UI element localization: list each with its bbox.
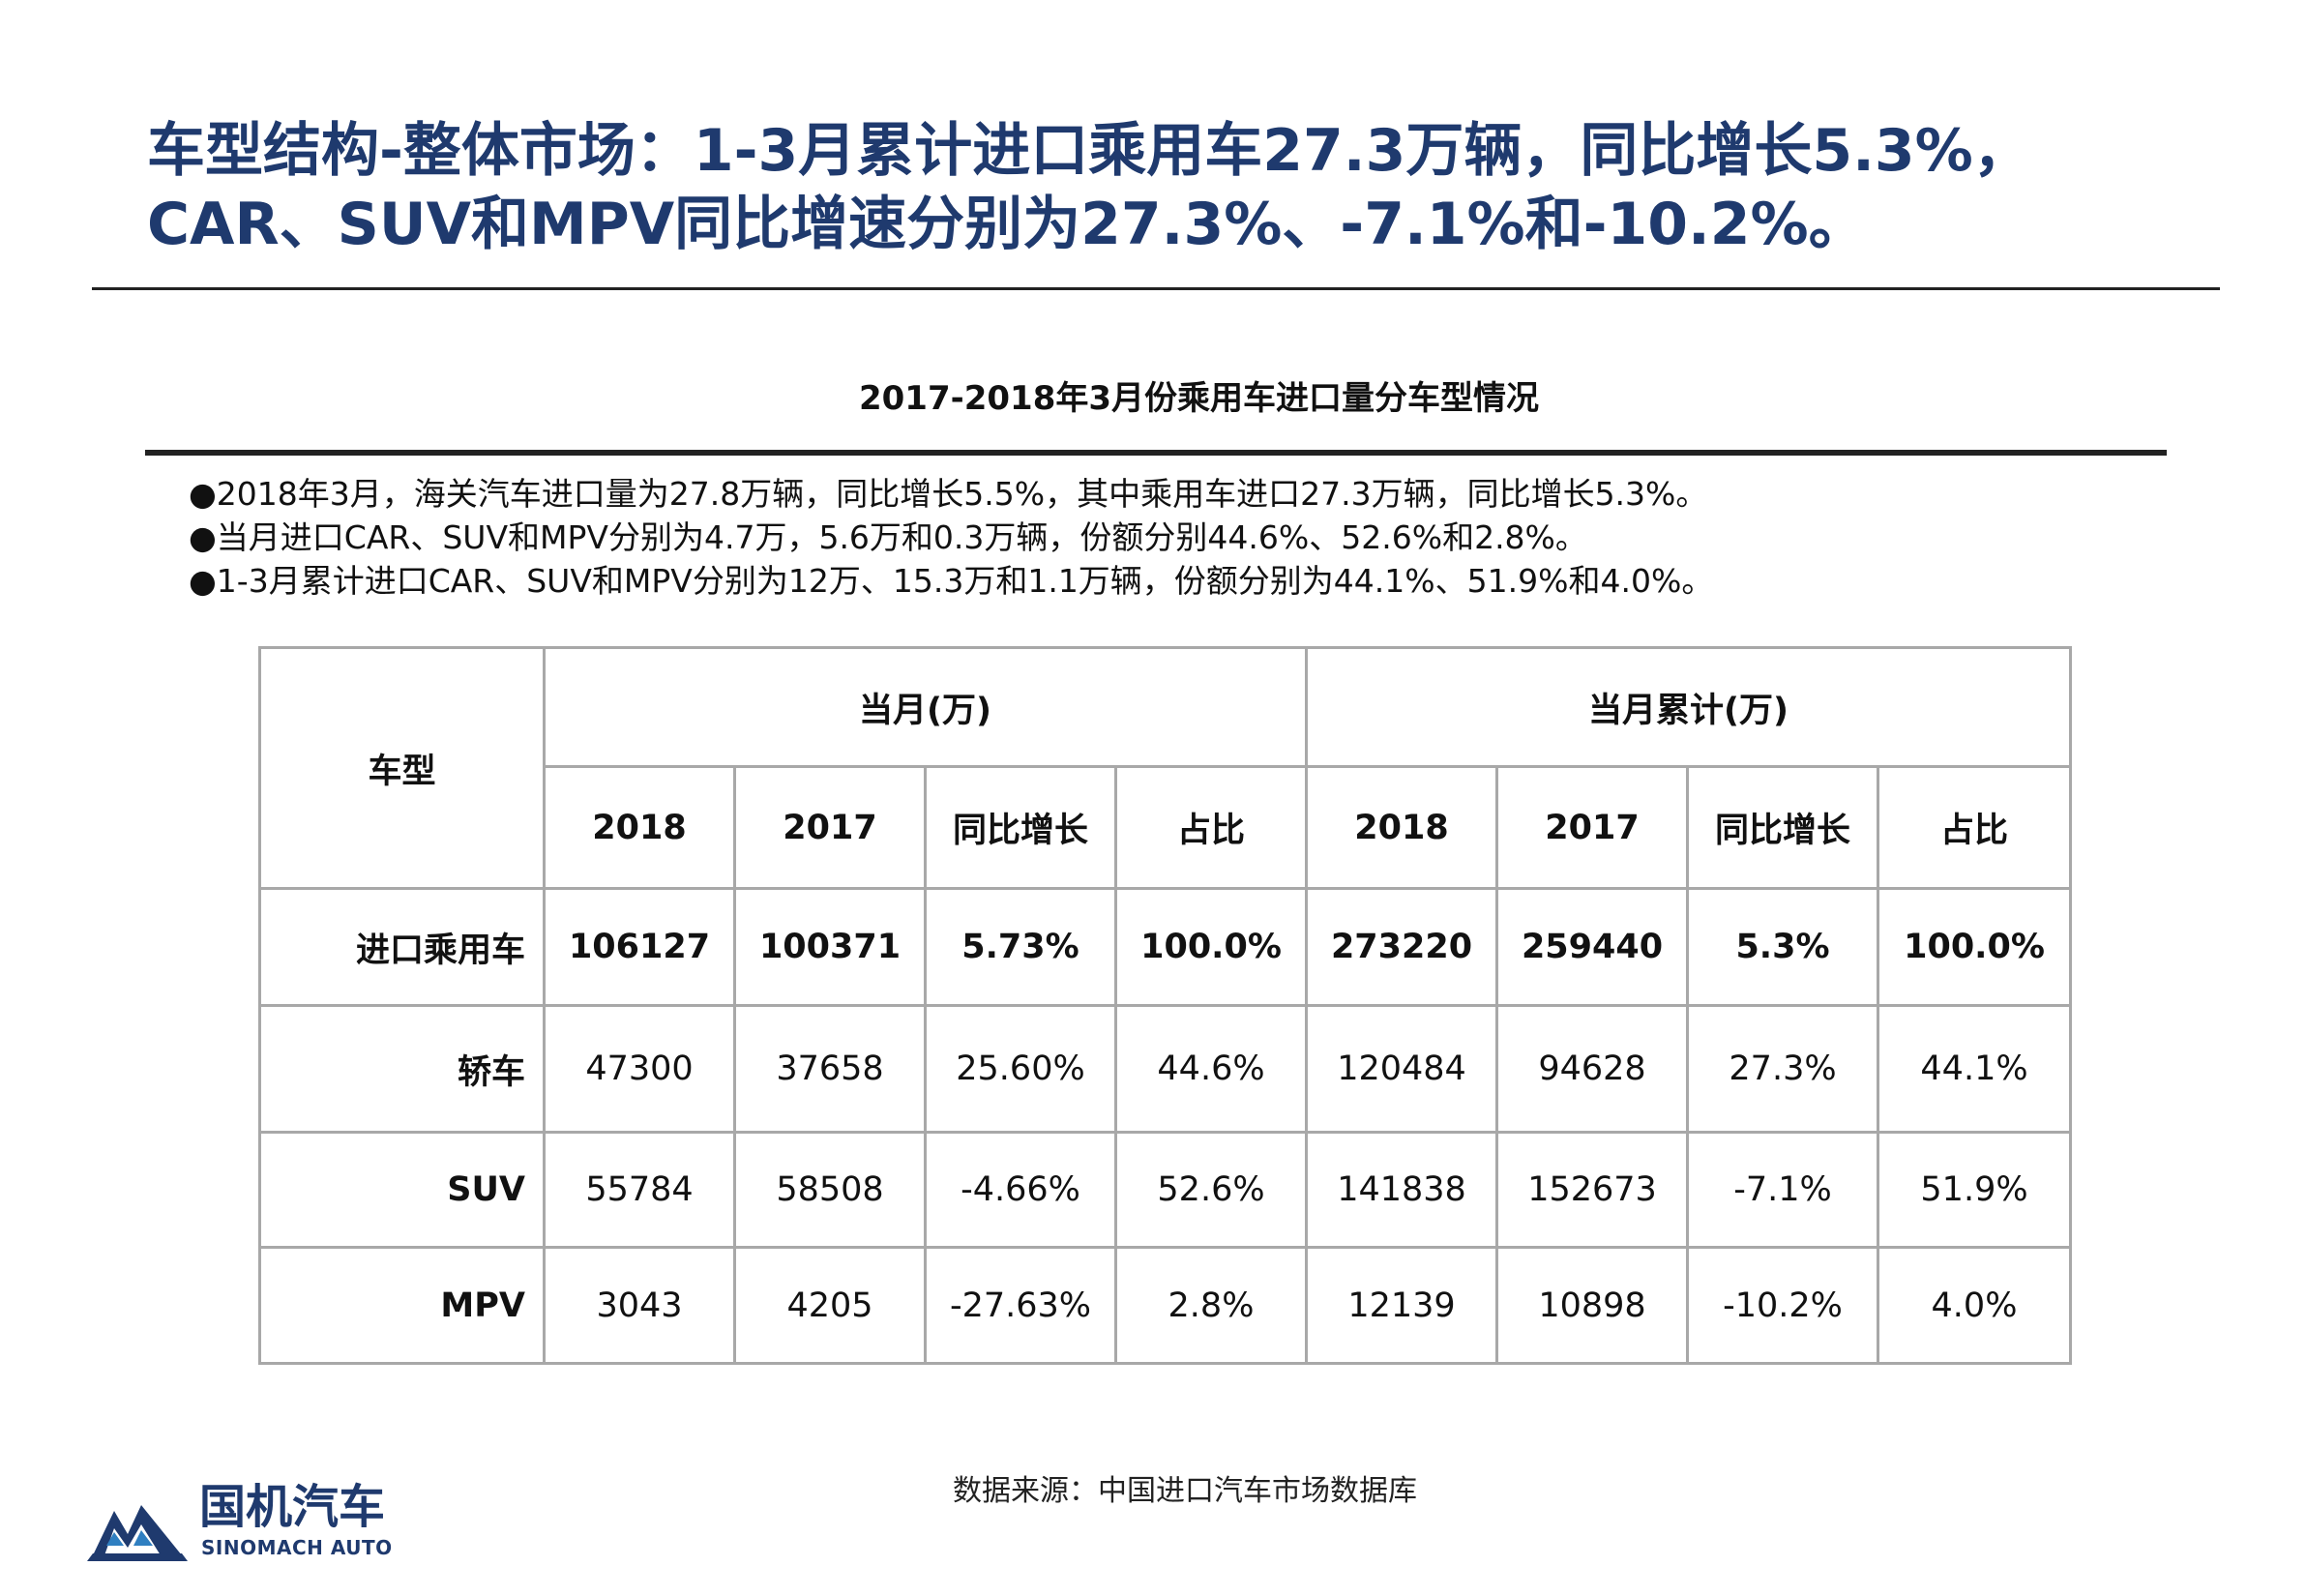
table-cell: 10898: [1495, 1246, 1689, 1365]
table-cell: 100371: [733, 887, 927, 1007]
row-label: 进口乘用车: [258, 887, 546, 1007]
column-header: 同比增长: [924, 765, 1117, 890]
table-cell: -4.66%: [924, 1131, 1117, 1249]
import-volume-table: 车型 当月(万) 当月累计(万) 2018 2017 同比增长 占比 2018 …: [258, 646, 2072, 1365]
column-header: 2017: [733, 765, 927, 890]
company-logo: 国机汽车 SINOMACH AUTO: [85, 1480, 404, 1567]
table-cell: -10.2%: [1686, 1246, 1879, 1365]
group-header-cumulative: 当月累计(万): [1305, 646, 2072, 768]
table-cell: 100.0%: [1114, 887, 1308, 1007]
column-header: 同比增长: [1686, 765, 1879, 890]
mountain-logo-icon: [87, 1505, 188, 1561]
bullet-item: ●2018年3月，海关汽车进口量为27.8万辆，同比增长5.5%，其中乘用车进口…: [189, 475, 1708, 513]
table-cell: 27.3%: [1686, 1004, 1879, 1134]
table-cell: 44.6%: [1114, 1004, 1308, 1134]
column-header: 2018: [543, 765, 736, 890]
headline-divider: [92, 287, 2220, 290]
bullet-item: ●1-3月累计进口CAR、SUV和MPV分别为12万、15.3万和1.1万辆，份…: [189, 562, 1714, 600]
headline-line-2: CAR、SUV和MPV同比增速分别为27.3%、-7.1%和-10.2%。: [147, 191, 1867, 258]
subtitle-divider: [145, 450, 2167, 456]
table-cell: 44.1%: [1877, 1004, 2072, 1134]
table-cell: 55784: [543, 1131, 736, 1249]
logo-name-en: SINOMACH AUTO: [201, 1536, 393, 1559]
table-cell: 4205: [733, 1246, 927, 1365]
table-cell: 37658: [733, 1004, 927, 1134]
row-label: SUV: [258, 1131, 546, 1249]
table-cell: 259440: [1495, 887, 1689, 1007]
table-cell: 94628: [1495, 1004, 1689, 1134]
table-cell: -7.1%: [1686, 1131, 1879, 1249]
page-headline: 车型结构-整体市场：1-3月累计进口乘用车27.3万辆，同比增长5.3%， CA…: [147, 114, 2227, 261]
table-cell: 2.8%: [1114, 1246, 1308, 1365]
table-cell: 12139: [1305, 1246, 1498, 1365]
table-cell: 120484: [1305, 1004, 1498, 1134]
column-header: 占比: [1114, 765, 1308, 890]
table-cell: -27.63%: [924, 1246, 1117, 1365]
table-cell: 152673: [1495, 1131, 1689, 1249]
table-cell: 51.9%: [1877, 1131, 2072, 1249]
table-row: 轿车 47300 37658 25.60% 44.6% 120484 94628…: [258, 1004, 2072, 1134]
table-cell: 52.6%: [1114, 1131, 1308, 1249]
data-source-note: 数据来源：中国进口汽车市场数据库: [953, 1474, 1417, 1508]
table-cell: 100.0%: [1877, 887, 2072, 1007]
table-cell: 47300: [543, 1004, 736, 1134]
table-cell: 273220: [1305, 887, 1498, 1007]
table-cell: 5.73%: [924, 887, 1117, 1007]
table-cell: 4.0%: [1877, 1246, 2072, 1365]
table-row: 进口乘用车 106127 100371 5.73% 100.0% 273220 …: [258, 887, 2072, 1007]
table-cell: 25.60%: [924, 1004, 1117, 1134]
column-header: 2018: [1305, 765, 1498, 890]
row-label: MPV: [258, 1246, 546, 1365]
logo-name-cn: 国机汽车: [199, 1480, 386, 1534]
table-title: 2017-2018年3月份乘用车进口量分车型情况: [858, 379, 1540, 418]
group-header-monthly: 当月(万): [543, 646, 1308, 768]
table-row: MPV 3043 4205 -27.63% 2.8% 12139 10898 -…: [258, 1246, 2072, 1365]
table-row: SUV 55784 58508 -4.66% 52.6% 141838 1526…: [258, 1131, 2072, 1249]
table-cell: 141838: [1305, 1131, 1498, 1249]
bullet-item: ●当月进口CAR、SUV和MPV分别为4.7万，5.6万和0.3万辆，份额分别4…: [189, 518, 1587, 556]
summary-bullets: ●2018年3月，海关汽车进口量为27.8万辆，同比增长5.5%，其中乘用车进口…: [189, 472, 2220, 603]
column-header: 占比: [1877, 765, 2072, 890]
corner-header: 车型: [258, 646, 546, 890]
headline-line-1: 车型结构-整体市场：1-3月累计进口乘用车27.3万辆，同比增长5.3%，: [147, 117, 2031, 185]
row-label: 轿车: [258, 1004, 546, 1134]
table-cell: 106127: [543, 887, 736, 1007]
table-cell: 58508: [733, 1131, 927, 1249]
table-cell: 5.3%: [1686, 887, 1879, 1007]
table-cell: 3043: [543, 1246, 736, 1365]
column-header: 2017: [1495, 765, 1689, 890]
